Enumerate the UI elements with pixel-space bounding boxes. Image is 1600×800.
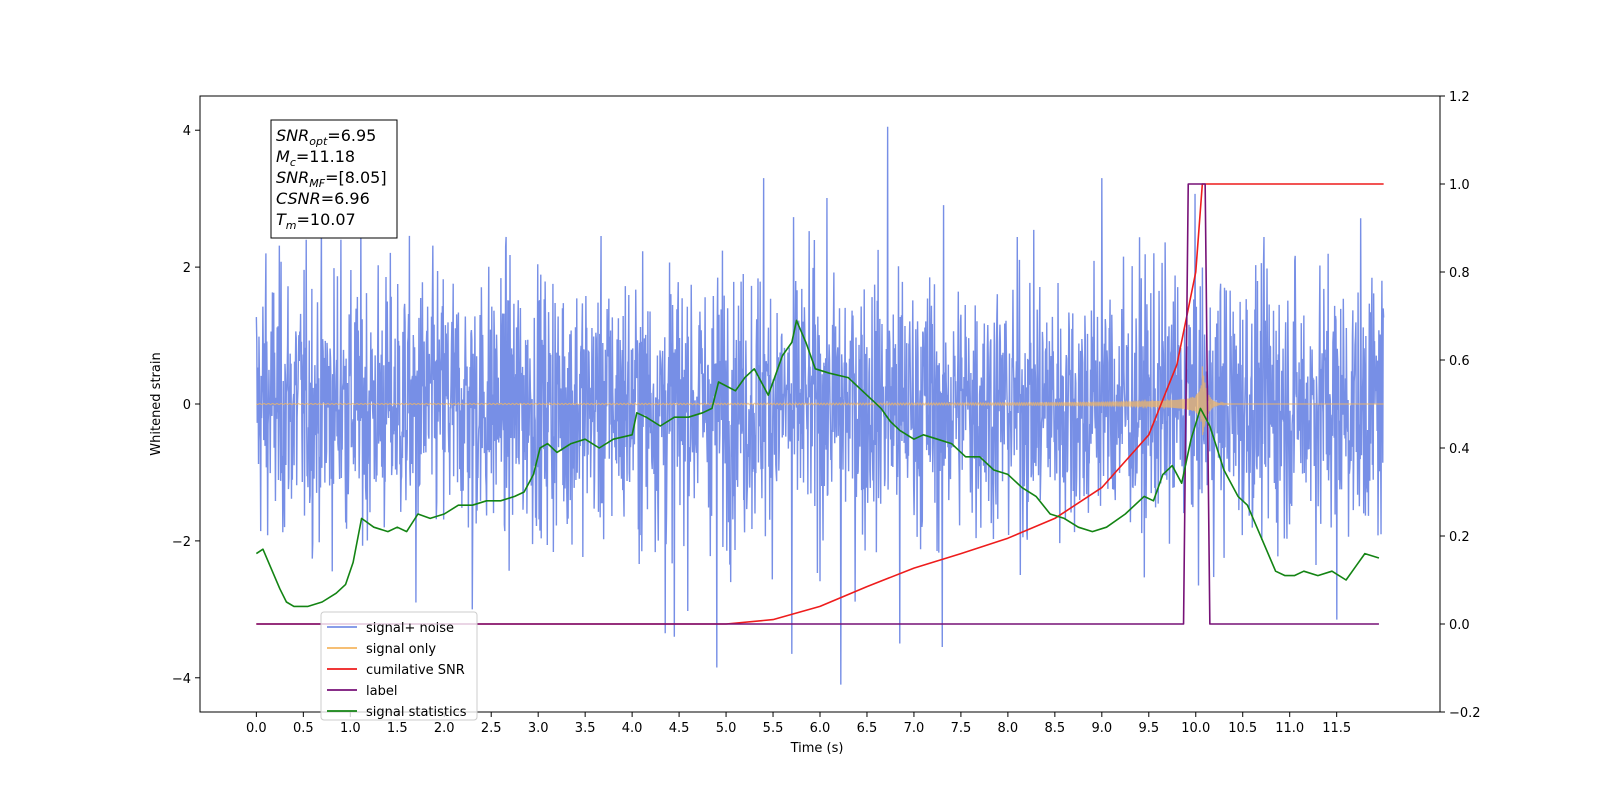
annotation-line: Mc=11.18 (276, 147, 355, 169)
y2-tick-label: −0.2 (1449, 706, 1481, 721)
y-tick-label: 0 (183, 398, 191, 413)
series-line (256, 183, 1379, 625)
series-signal-only (256, 366, 1384, 436)
x-tick-label: 3.0 (528, 721, 549, 736)
x-tick-label: 11.0 (1275, 721, 1304, 736)
legend-label: cumilative SNR (366, 663, 465, 678)
x-tick-label: 7.0 (904, 721, 925, 736)
legend: signal+ noise signal only cumilative SNR la… (320, 611, 478, 721)
legend-frame (320, 611, 478, 721)
series-label (256, 183, 1379, 625)
x-axis-label: Time (s) (790, 741, 844, 756)
y-tick-label: −2 (172, 535, 191, 550)
series-line (256, 366, 1384, 436)
x-tick-label: 10.5 (1228, 721, 1257, 736)
y2-tick-label: 0.2 (1449, 530, 1470, 545)
x-tick-label: 6.0 (810, 721, 831, 736)
legend-label: signal statistics (366, 705, 467, 720)
legend-label: signal only (366, 642, 436, 657)
x-tick-label: 2.5 (481, 721, 502, 736)
annotation-line: SNRMF=[8.05] (276, 168, 387, 190)
annotation-line: Tm=10.07 (276, 210, 356, 232)
y2-tick-label: 0.8 (1449, 266, 1470, 281)
y-tick-label: −4 (172, 672, 191, 687)
x-tick-label: 7.5 (951, 721, 972, 736)
y2-tick-label: 1.2 (1449, 90, 1470, 105)
x-tick-label: 9.0 (1091, 721, 1112, 736)
x-tick-label: 6.5 (857, 721, 878, 736)
y2-tick-label: 0.4 (1449, 442, 1470, 457)
x-tick-label: 5.5 (763, 721, 784, 736)
annotation-box: SNRopt=6.95Mc=11.18SNRMF=[8.05]CSNR=6.96… (270, 119, 398, 239)
x-tick-label: 0.5 (293, 721, 314, 736)
y-axis-label: Whitened strain (149, 352, 164, 455)
y-tick-label: 4 (183, 124, 191, 139)
y2-tick-label: 0.6 (1449, 354, 1470, 369)
x-tick-label: 1.5 (387, 721, 408, 736)
x-tick-label: 9.5 (1138, 721, 1159, 736)
x-tick-label: 10.0 (1181, 721, 1210, 736)
x-tick-label: 8.5 (1045, 721, 1066, 736)
series-signal-noise (255, 126, 1385, 685)
x-tick-label: 8.0 (998, 721, 1019, 736)
series-line (255, 126, 1385, 685)
x-tick-label: 2.0 (434, 721, 455, 736)
series-signal-statistics (255, 319, 1380, 608)
x-tick-label: 1.0 (340, 721, 361, 736)
legend-label: signal+ noise (366, 621, 454, 636)
annotation-line: CSNR=6.96 (276, 189, 370, 208)
legend-label: label (366, 684, 397, 699)
series-line (255, 319, 1380, 608)
x-tick-label: 11.5 (1322, 721, 1351, 736)
x-tick-label: 5.0 (716, 721, 737, 736)
x-tick-label: 4.5 (669, 721, 690, 736)
x-tick-label: 3.5 (575, 721, 596, 736)
y-tick-label: 2 (183, 261, 191, 276)
x-tick-label: 4.0 (622, 721, 643, 736)
annotation-line: SNRopt=6.95 (276, 126, 376, 148)
x-tick-label: 0.0 (246, 721, 267, 736)
y2-tick-label: 1.0 (1449, 178, 1470, 193)
y2-tick-label: 0.0 (1449, 618, 1470, 633)
